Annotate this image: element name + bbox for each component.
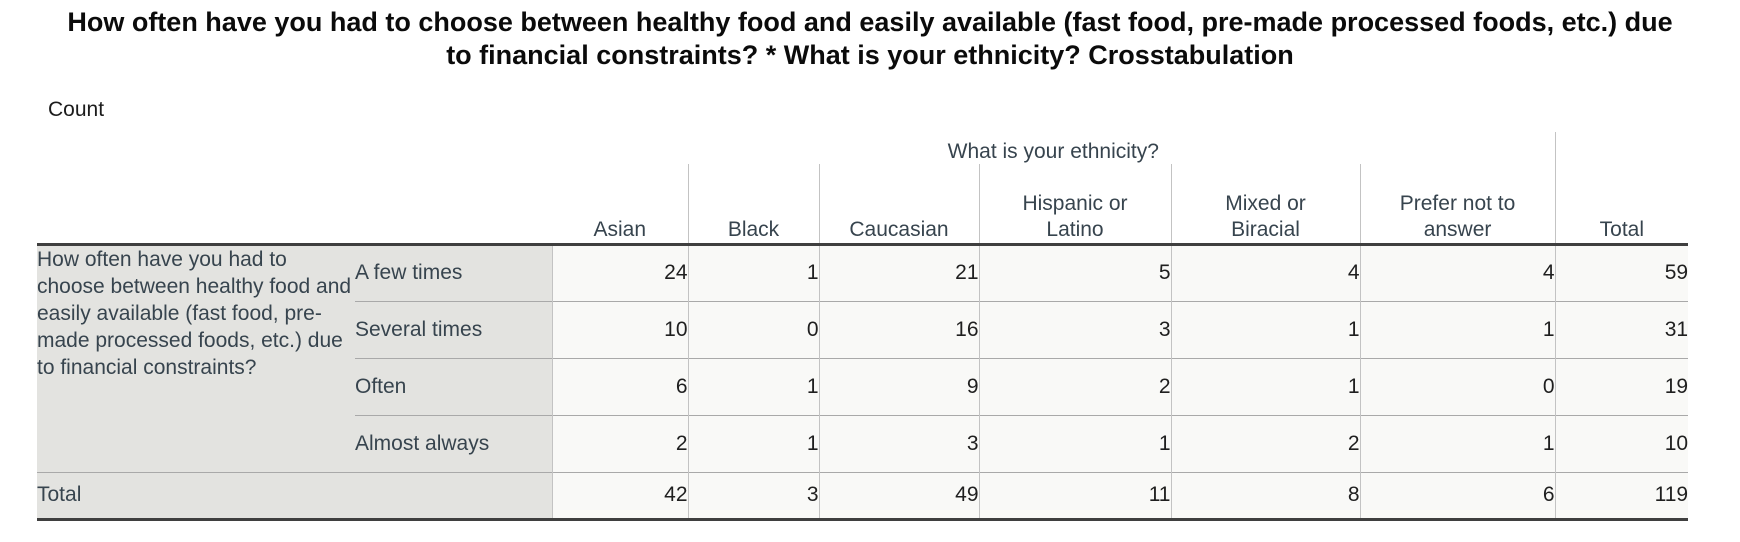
- total-cell: 8: [1170, 471, 1360, 521]
- total-cell: 42: [551, 471, 688, 521]
- row-total-cell: 31: [1554, 300, 1689, 358]
- corner-cell: [37, 132, 552, 246]
- data-cell: 2: [978, 357, 1171, 415]
- column-header-hispanic-or-latino: Hispanic or Latino: [978, 164, 1171, 246]
- data-cell: 2: [1170, 414, 1360, 472]
- data-cell: 1: [1170, 300, 1360, 358]
- page-title: How often have you had to choose between…: [67, 7, 1673, 70]
- row-total-cell: 59: [1554, 244, 1689, 301]
- data-cell: 4: [1170, 244, 1360, 301]
- data-cell: 0: [1359, 357, 1556, 415]
- total-cell: 3: [687, 471, 819, 521]
- data-cell: 21: [818, 244, 979, 301]
- column-header-prefer-not-to-answer: Prefer not to answer: [1359, 164, 1556, 246]
- total-row: Total 42 3 49 11 8 6 119: [37, 471, 1689, 521]
- data-cell: 5: [978, 244, 1171, 301]
- data-cell: 1: [1359, 300, 1556, 358]
- row-label: Almost always: [355, 414, 552, 472]
- data-cell: 1: [1170, 357, 1360, 415]
- data-cell: 1: [687, 244, 819, 301]
- total-cell: 6: [1359, 471, 1556, 521]
- row-label: A few times: [355, 244, 552, 301]
- table-row: Several times 10 0 16 3 1 1 31: [37, 300, 1689, 358]
- data-cell: 3: [818, 414, 979, 472]
- row-question-header: How often have you had to choose between…: [37, 244, 355, 472]
- crosstab-table: What is your ethnicity? Total Asian Blac…: [37, 132, 1689, 521]
- row-total-cell: 19: [1554, 357, 1689, 415]
- total-cell: 11: [978, 471, 1171, 521]
- data-cell: 9: [818, 357, 979, 415]
- ethnicity-group-header: What is your ethnicity?: [947, 140, 1159, 163]
- column-header-asian: Asian: [552, 164, 688, 246]
- total-cell: 49: [818, 471, 979, 521]
- table-row: How often have you had to choose between…: [37, 244, 1689, 472]
- row-label: Several times: [355, 300, 552, 358]
- data-cell: 16: [818, 300, 979, 358]
- row-total-cell: 10: [1554, 414, 1689, 472]
- table-row: Almost always 2 1 3 1 2 1 10: [37, 414, 1689, 472]
- column-header-row: Asian Black Caucasian Hispanic or Latino…: [37, 164, 1688, 246]
- column-header-total: Total: [1554, 132, 1689, 246]
- data-cell: 2: [551, 414, 688, 472]
- column-header-mixed-or-biracial: Mixed or Biracial: [1170, 164, 1360, 246]
- data-cell: 1: [1359, 414, 1556, 472]
- data-cell: 4: [1359, 244, 1556, 301]
- data-cell: 6: [551, 357, 688, 415]
- data-cell: 10: [551, 300, 688, 358]
- column-header-caucasian: Caucasian: [818, 164, 979, 246]
- data-cell: 24: [551, 244, 688, 301]
- data-cell: 1: [978, 414, 1171, 472]
- group-header-row: What is your ethnicity? Total: [37, 132, 1689, 246]
- data-cell: 3: [978, 300, 1171, 358]
- total-row-label: Total: [37, 471, 552, 521]
- grand-total-cell: 119: [1554, 471, 1689, 521]
- count-label: Count: [48, 98, 105, 121]
- column-header-black: Black: [687, 164, 819, 246]
- data-cell: 0: [687, 300, 819, 358]
- table-row: Often 6 1 9 2 1 0 19: [37, 357, 1689, 415]
- data-cell: 1: [687, 414, 819, 472]
- data-cell: 1: [687, 357, 819, 415]
- row-label: Often: [355, 357, 552, 415]
